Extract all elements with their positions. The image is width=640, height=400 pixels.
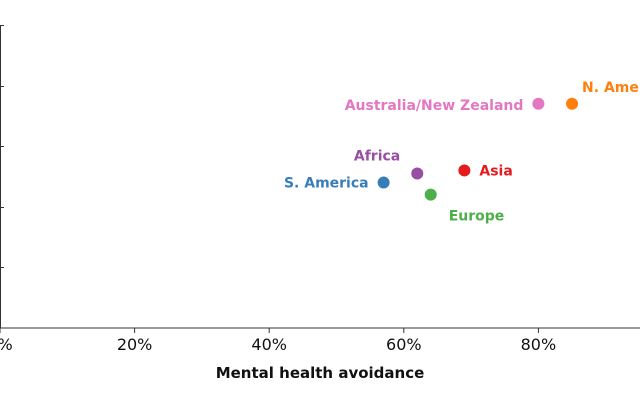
x-axis-title: Mental health avoidance <box>216 364 425 382</box>
data-point <box>424 188 437 201</box>
data-point-label: Australia/New Zealand <box>345 98 524 114</box>
data-point-label: Africa <box>354 148 400 164</box>
x-ticks: 0% 20% 40% 60% 80% <box>0 328 556 354</box>
y-ticks <box>0 25 4 268</box>
x-tick-label: 20% <box>117 335 153 354</box>
data-point <box>566 97 579 110</box>
data-points: N. America Australia/New Zealand Africa Asi… <box>284 80 640 225</box>
data-point <box>377 176 390 189</box>
data-point-label: N. America <box>582 80 640 96</box>
x-tick-label: 40% <box>251 335 287 354</box>
x-tick-label: 60% <box>386 335 422 354</box>
data-point <box>411 167 424 180</box>
data-point <box>532 97 545 110</box>
data-point-label: Asia <box>479 163 512 179</box>
x-tick-label: 80% <box>521 335 557 354</box>
data-point <box>458 164 471 177</box>
x-tick-label: 0% <box>0 335 13 354</box>
data-point-label: S. America <box>284 176 369 192</box>
data-point-label: Europe <box>449 209 505 225</box>
